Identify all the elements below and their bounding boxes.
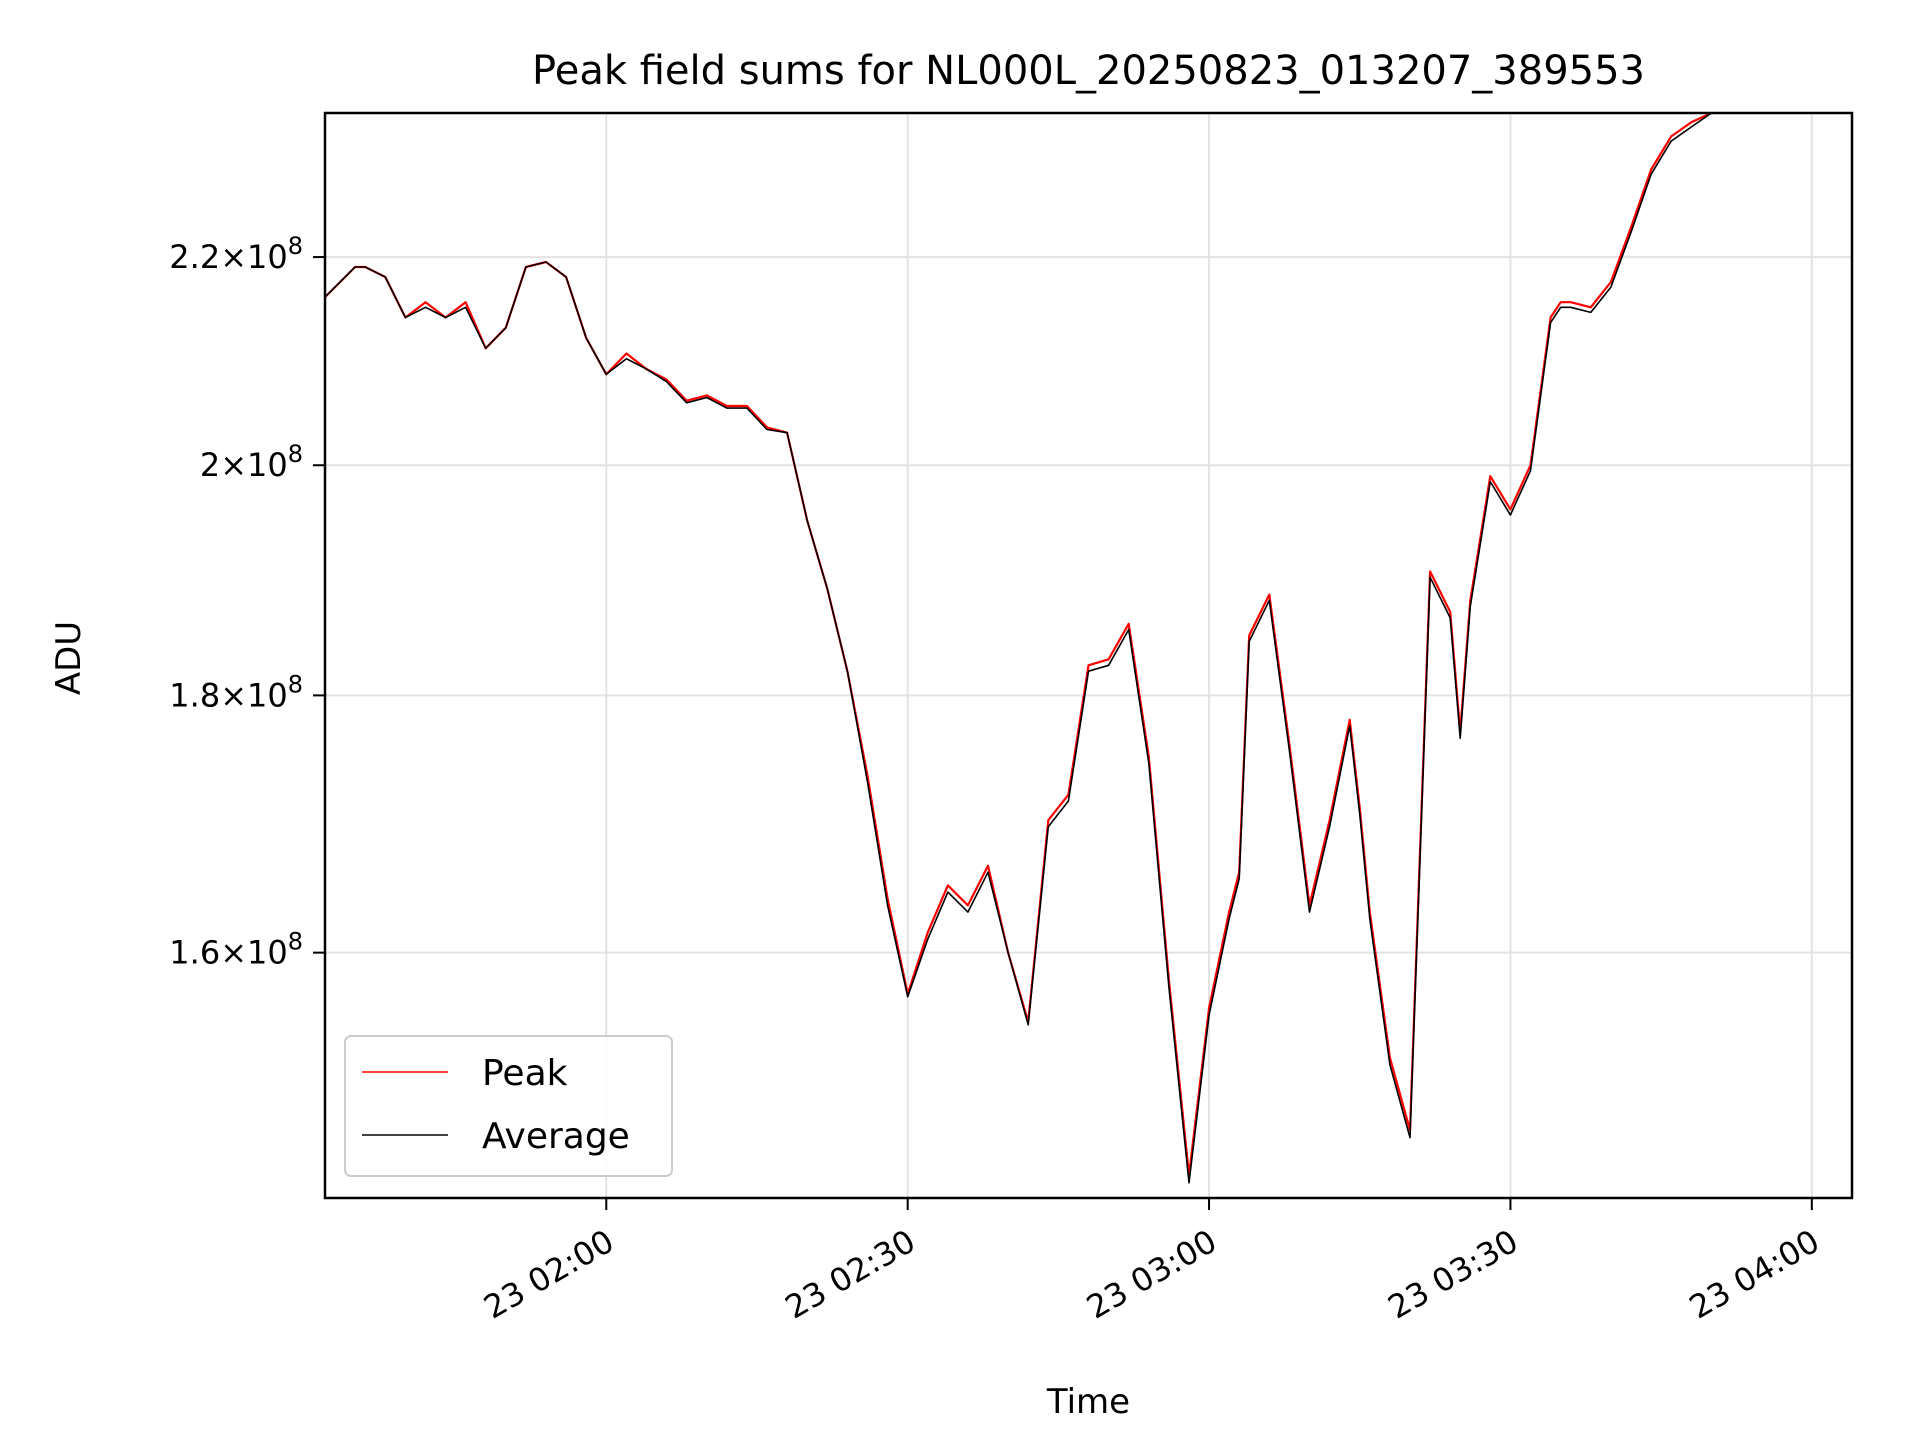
y-tick-exponent: 8 bbox=[288, 670, 303, 698]
series-lines bbox=[324, 112, 1712, 1184]
y-tick-mantissa: 2.2 bbox=[169, 238, 220, 276]
y-tick-times: × bbox=[220, 446, 247, 484]
chart-title: Peak field sums for NL000L_20250823_0132… bbox=[532, 48, 1645, 94]
x-tick-label: 23 02:30 bbox=[779, 1222, 922, 1326]
legend-label-peak: Peak bbox=[482, 1053, 568, 1094]
x-tick-label: 23 04:00 bbox=[1683, 1222, 1826, 1326]
x-tick-label: 23 02:00 bbox=[477, 1222, 620, 1326]
x-axis-label: Time bbox=[1046, 1382, 1130, 1422]
y-tick-base: 10 bbox=[247, 238, 288, 276]
y-tick-exponent: 8 bbox=[288, 928, 303, 956]
series-line-average bbox=[324, 112, 1712, 1184]
grid-lines bbox=[325, 113, 1852, 1198]
legend-label-average: Average bbox=[482, 1116, 630, 1157]
y-tick-times: × bbox=[220, 238, 247, 276]
y-tick-label: 2.2×108 bbox=[169, 232, 303, 276]
y-tick-label: 1.8×108 bbox=[169, 670, 303, 714]
x-tick-label: 23 03:00 bbox=[1080, 1222, 1223, 1326]
y-tick-base: 10 bbox=[247, 676, 288, 714]
legend-box bbox=[344, 1035, 673, 1177]
y-tick-mantissa: 1.8 bbox=[169, 676, 220, 714]
series-line-peak bbox=[324, 112, 1712, 1177]
y-tick-mantissa: 1.6 bbox=[169, 934, 220, 972]
y-tick-exponent: 8 bbox=[288, 440, 303, 468]
y-tick-times: × bbox=[220, 934, 247, 972]
y-tick-mantissa: 2 bbox=[200, 446, 220, 484]
y-tick-label: 2×108 bbox=[200, 440, 303, 484]
y-tick-exponent: 8 bbox=[288, 232, 303, 260]
y-tick-base: 10 bbox=[247, 934, 288, 972]
y-axis-label: ADU bbox=[49, 621, 89, 695]
x-tick-label: 23 03:30 bbox=[1381, 1222, 1524, 1326]
y-tick-base: 10 bbox=[247, 446, 288, 484]
y-tick-times: × bbox=[220, 676, 247, 714]
axes-frame bbox=[323, 111, 1854, 1200]
x-axis-ticks: 23 02:00 23 02:30 23 03:00 23 03:30 23 04:00 bbox=[477, 1198, 1826, 1326]
y-tick-label: 1.6×108 bbox=[169, 928, 303, 972]
legend: Peak Average bbox=[344, 1035, 673, 1177]
